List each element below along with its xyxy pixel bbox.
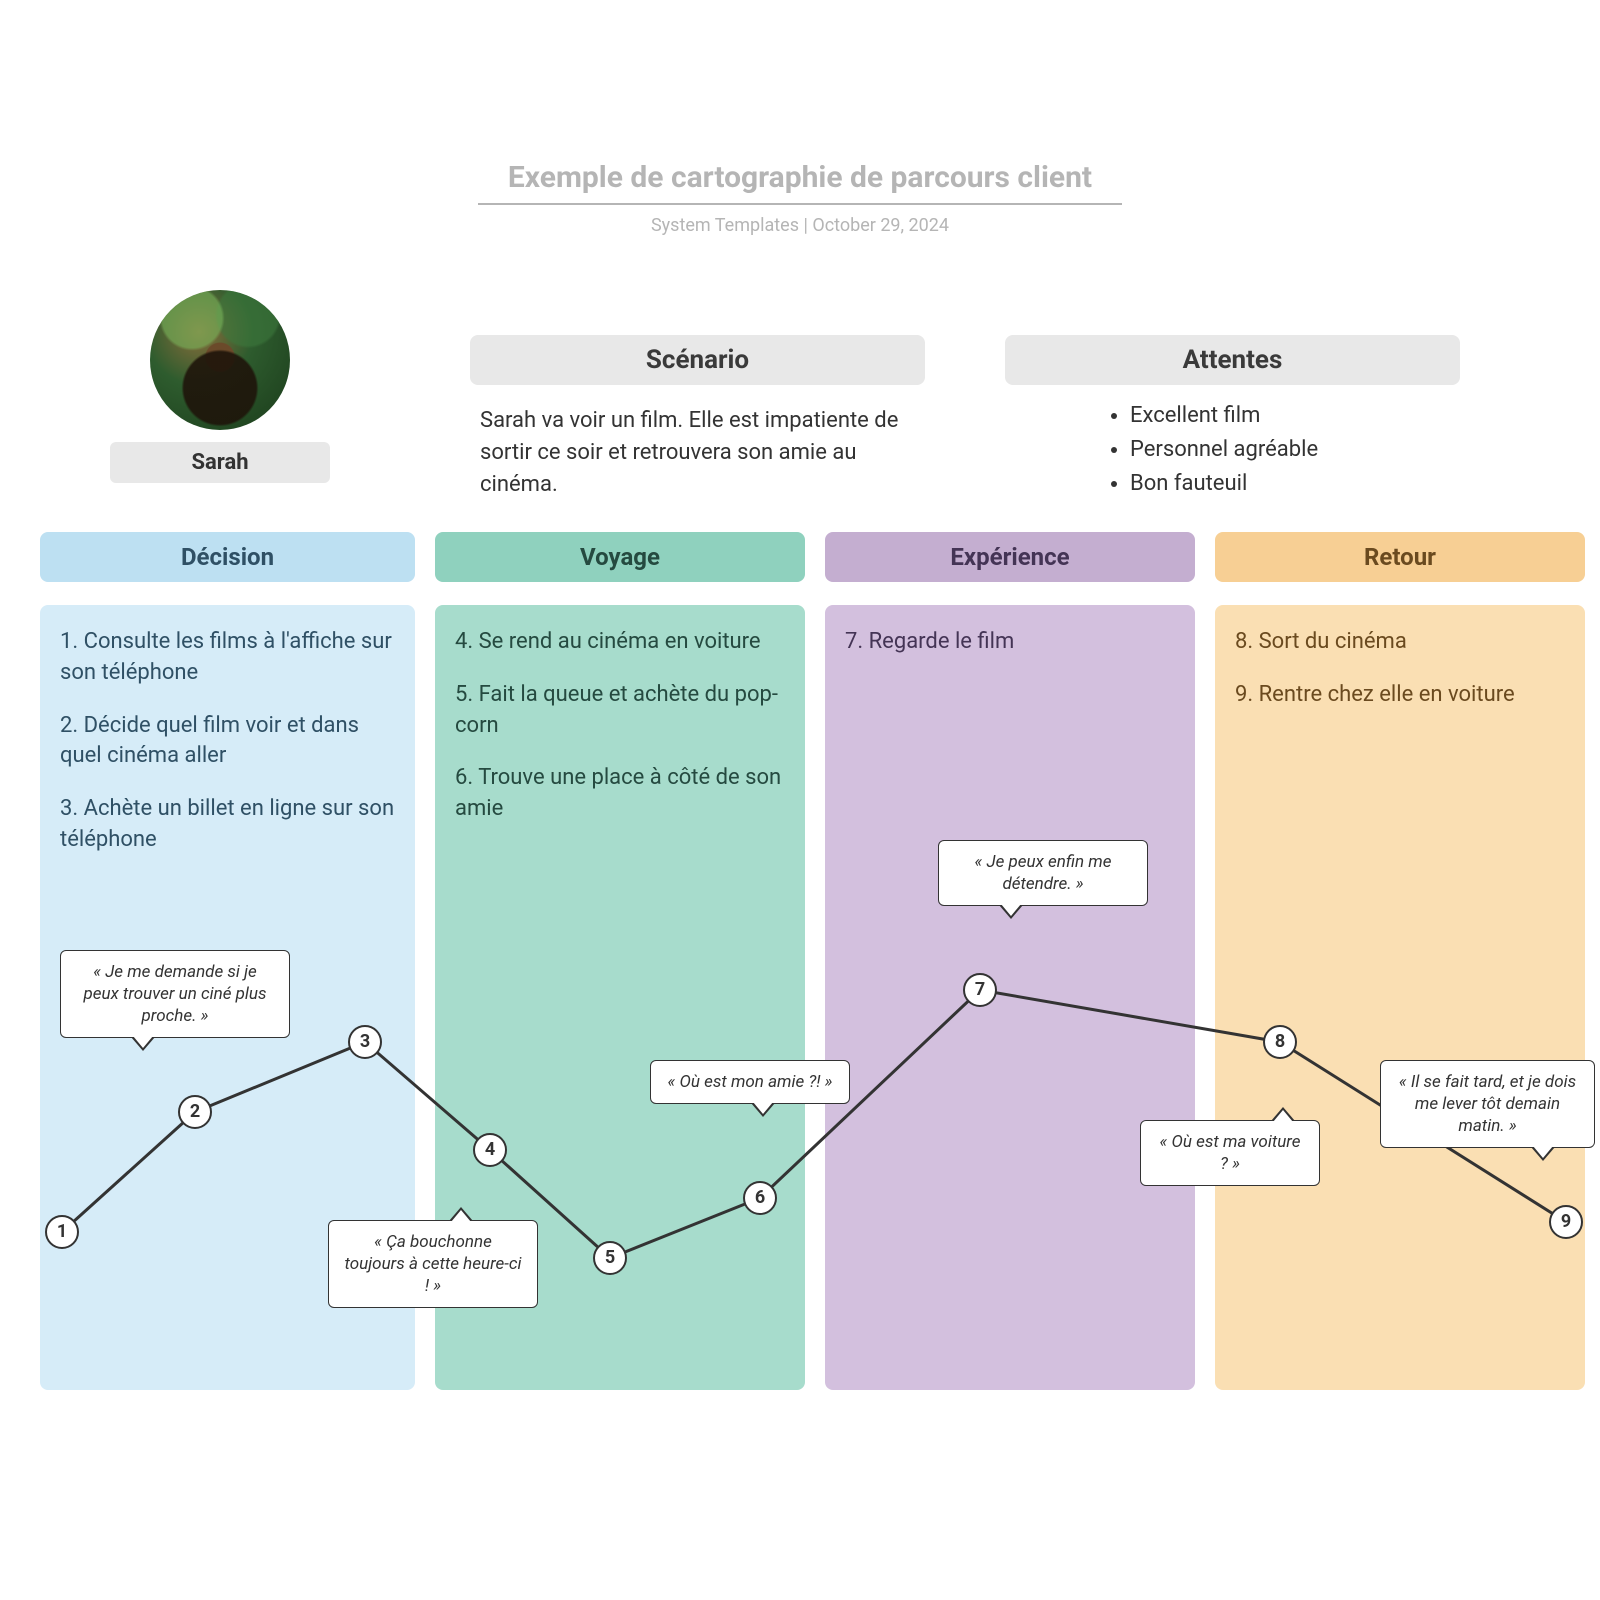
persona-name: Sarah xyxy=(110,442,330,483)
speech-bubble: « Où est mon amie ?! » xyxy=(650,1060,850,1104)
attentes-item: Personnel agréable xyxy=(1130,434,1450,466)
stage-header-retour: Retour xyxy=(1215,532,1585,582)
journey-node-3: 3 xyxy=(348,1025,382,1059)
stage-step: 7. Regarde le film xyxy=(845,627,1175,658)
attentes-header: Attentes xyxy=(1005,335,1460,385)
scenario-text: Sarah va voir un film. Elle est impatien… xyxy=(480,405,920,501)
stage-step: 9. Rentre chez elle en voiture xyxy=(1235,680,1565,711)
page-title: Exemple de cartographie de parcours clie… xyxy=(478,160,1122,205)
stage-header-experience: Expérience xyxy=(825,532,1195,582)
journey-node-8: 8 xyxy=(1263,1025,1297,1059)
scenario-header: Scénario xyxy=(470,335,925,385)
stage-body-retour: 8. Sort du cinéma 9. Rentre chez elle en … xyxy=(1215,605,1585,1390)
speech-bubble: « Il se fait tard, et je dois me lever t… xyxy=(1380,1060,1595,1148)
stage-header-voyage: Voyage xyxy=(435,532,805,582)
stage-body-experience: 7. Regarde le film xyxy=(825,605,1195,1390)
stage-step: 8. Sort du cinéma xyxy=(1235,627,1565,658)
attentes-item: Excellent film xyxy=(1130,400,1450,432)
stage-header-decision: Décision xyxy=(40,532,415,582)
stage-step: 4. Se rend au cinéma en voiture xyxy=(455,627,785,658)
stage-step: 5. Fait la queue et achète du pop-corn xyxy=(455,680,785,742)
journey-node-7: 7 xyxy=(963,973,997,1007)
speech-bubble: « Ça bouchonne toujours à cette heure-ci… xyxy=(328,1220,538,1308)
journey-node-6: 6 xyxy=(743,1181,777,1215)
title-block: Exemple de cartographie de parcours clie… xyxy=(0,160,1600,236)
journey-node-5: 5 xyxy=(593,1241,627,1275)
journey-node-1: 1 xyxy=(45,1215,79,1249)
journey-node-4: 4 xyxy=(473,1133,507,1167)
journey-node-2: 2 xyxy=(178,1095,212,1129)
speech-bubble: « Où est ma voiture ? » xyxy=(1140,1120,1320,1186)
speech-bubble: « Je me demande si je peux trouver un ci… xyxy=(60,950,290,1038)
persona-avatar xyxy=(150,290,290,430)
stage-step: 3. Achète un billet en ligne sur son tél… xyxy=(60,794,395,856)
attentes-item: Bon fauteuil xyxy=(1130,468,1450,500)
stage-step: 6. Trouve une place à côté de son amie xyxy=(455,763,785,825)
journey-map-canvas: Exemple de cartographie de parcours clie… xyxy=(0,0,1600,1600)
page-subtitle: System Templates | October 29, 2024 xyxy=(0,215,1600,236)
attentes-list: Excellent filmPersonnel agréableBon faut… xyxy=(1100,400,1450,502)
persona-block: Sarah xyxy=(110,290,330,483)
stage-step: 2. Décide quel film voir et dans quel ci… xyxy=(60,711,395,773)
speech-bubble: « Je peux enfin me détendre. » xyxy=(938,840,1148,906)
stage-step: 1. Consulte les films à l'affiche sur so… xyxy=(60,627,395,689)
journey-node-9: 9 xyxy=(1549,1205,1583,1239)
